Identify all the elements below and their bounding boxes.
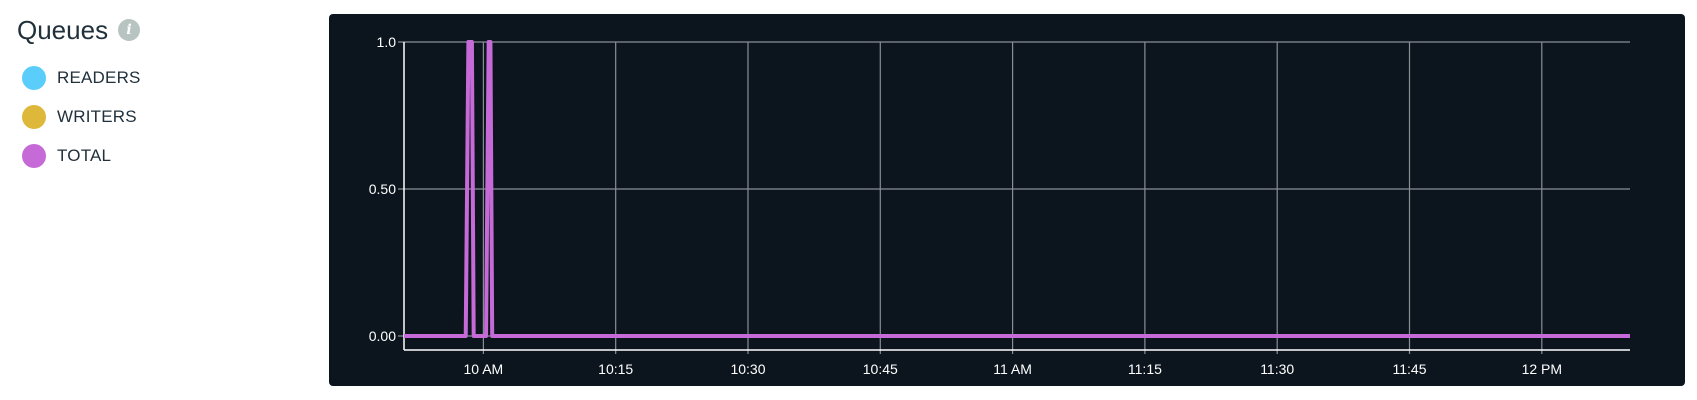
- x-tick-label: 11:45: [1392, 361, 1426, 377]
- legend-list: READERS WRITERS TOTAL: [17, 58, 297, 175]
- title-row: Queues i: [17, 14, 297, 46]
- writers-swatch: [22, 104, 46, 129]
- x-tick-label: 11:30: [1260, 361, 1294, 377]
- readers-swatch: [22, 65, 46, 90]
- legend-item-total[interactable]: TOTAL: [17, 136, 297, 175]
- y-tick-label: 0.50: [369, 181, 396, 197]
- chart-panel: 0.00 0.50 1.0 10 AM 10:15 10:30 10:45 11 AM 11:1…: [329, 14, 1685, 386]
- x-tick-label: 10 AM: [464, 361, 504, 377]
- info-icon[interactable]: i: [118, 19, 141, 41]
- legend-label-writers: WRITERS: [57, 106, 137, 126]
- legend-label-readers: READERS: [57, 67, 141, 87]
- queues-chart: 0.00 0.50 1.0 10 AM 10:15 10:30 10:45 11 AM 11:1…: [369, 34, 1630, 377]
- x-tick-label: 11:15: [1128, 361, 1162, 377]
- total-swatch: [22, 143, 46, 168]
- page-title: Queues: [17, 15, 109, 45]
- legend-label-total: TOTAL: [57, 145, 112, 165]
- x-tick-label: 12 PM: [1522, 361, 1562, 377]
- legend-panel: Queues i READERS WRITERS TOTAL: [17, 14, 297, 175]
- x-tick-label: 10:45: [863, 361, 898, 377]
- x-tick-label: 10:30: [730, 361, 765, 377]
- y-tick-label: 1.0: [377, 34, 397, 50]
- legend-item-writers[interactable]: WRITERS: [17, 97, 297, 136]
- series-line-total: [404, 40, 1630, 338]
- x-tick-label: 10:15: [598, 361, 633, 377]
- legend-item-readers[interactable]: READERS: [17, 58, 297, 97]
- x-tick-label: 11 AM: [993, 361, 1032, 377]
- y-tick-label: 0.00: [369, 328, 396, 344]
